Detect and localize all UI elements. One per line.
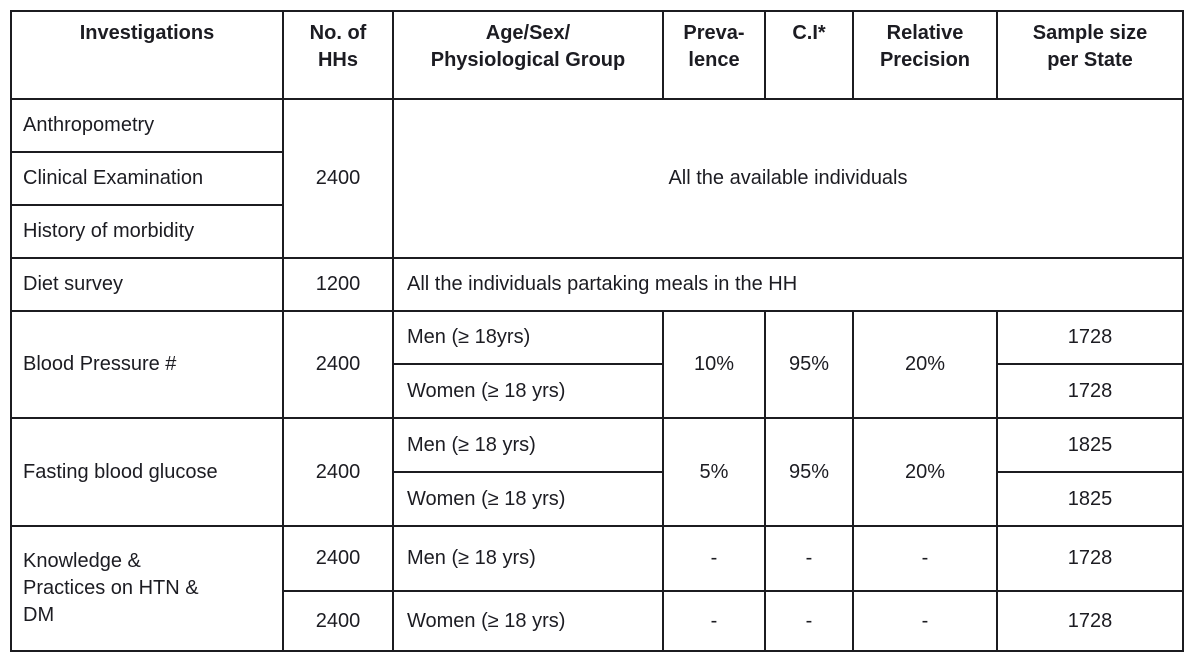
row-knowledge-practices-men: Knowledge & Practices on HTN & DM 2400 M… <box>10 525 1184 652</box>
cell-prevalence-kp-men: - <box>662 525 766 592</box>
cell-prevalence-fbg: 5% <box>662 417 766 527</box>
cell-note-all-available-individuals: All the available individuals <box>392 98 1184 259</box>
cell-note-diet-survey: All the individuals partaking meals in t… <box>392 257 1184 312</box>
cell-sample-bp-men: 1728 <box>996 310 1184 365</box>
cell-relative-precision-fbg: 20% <box>852 417 998 527</box>
cell-group-fbg-men: Men (≥ 18 yrs) <box>392 417 664 473</box>
row-fasting-glucose-men: Fasting blood glucose 2400 Men (≥ 18 yrs… <box>10 417 1184 527</box>
cell-group-bp-women: Women (≥ 18 yrs) <box>392 363 664 419</box>
cell-sample-bp-women: 1728 <box>996 363 1184 419</box>
cell-investigation-diet-survey: Diet survey <box>10 257 284 312</box>
row-blood-pressure-men: Blood Pressure # 2400 Men (≥ 18yrs) 10% … <box>10 310 1184 419</box>
row-clinical-examination: Clinical Examination <box>10 151 1183 206</box>
row-diet-survey: Diet survey 1200 All the individuals par… <box>10 257 1184 312</box>
row-blood-pressure-women: Women (≥ 18 yrs) 1728 <box>11 363 1184 419</box>
cell-sample-kp-women: 1728 <box>996 590 1184 652</box>
cell-ci-fbg: 95% <box>764 417 854 527</box>
cell-hhs-fasting-blood-glucose: 2400 <box>282 417 394 527</box>
cell-hhs-diet-survey: 1200 <box>282 257 394 312</box>
cell-prevalence-bp: 10% <box>662 310 766 419</box>
cell-hhs-kp-women: 2400 <box>282 590 394 652</box>
cell-group-kp-women: Women (≥ 18 yrs) <box>392 590 664 652</box>
cell-hhs-anthro-group: 2400 <box>282 98 394 259</box>
header-ci: C.I* <box>764 10 854 100</box>
cell-ci-kp-women: - <box>764 590 854 652</box>
cell-investigation-clinical-examination: Clinical Examination <box>10 151 284 206</box>
cell-group-kp-men: Men (≥ 18 yrs) <box>392 525 664 592</box>
row-anthropometry: Anthropometry 2400 All the available ind… <box>10 98 1184 259</box>
header-sample-size-per-state: Sample size per State <box>996 10 1184 100</box>
cell-relative-precision-kp-men: - <box>852 525 998 592</box>
cell-relative-precision-kp-women: - <box>852 590 998 652</box>
cell-hhs-blood-pressure: 2400 <box>282 310 394 419</box>
row-fasting-glucose-women: Women (≥ 18 yrs) 1825 <box>11 471 1184 527</box>
cell-investigation-knowledge-practices: Knowledge & Practices on HTN & DM <box>10 525 284 652</box>
cell-ci-bp: 95% <box>764 310 854 419</box>
cell-hhs-kp-men: 2400 <box>282 525 394 592</box>
cell-relative-precision-bp: 20% <box>852 310 998 419</box>
cell-sample-kp-men: 1728 <box>996 525 1184 592</box>
cell-investigation-anthropometry: Anthropometry <box>10 98 284 153</box>
header-relative-precision: Relative Precision <box>852 10 998 100</box>
cell-sample-fbg-men: 1825 <box>996 417 1184 473</box>
header-age-sex-group: Age/Sex/ Physiological Group <box>392 10 664 100</box>
cell-investigation-blood-pressure: Blood Pressure # <box>10 310 284 419</box>
cell-sample-fbg-women: 1825 <box>996 471 1184 527</box>
cell-prevalence-kp-women: - <box>662 590 766 652</box>
cell-investigation-history-of-morbidity: History of morbidity <box>10 204 284 259</box>
cell-group-fbg-women: Women (≥ 18 yrs) <box>392 471 664 527</box>
header-investigations: Investigations <box>10 10 284 100</box>
sampling-design-table: Investigations No. of HHs Age/Sex/ Physi… <box>10 10 1184 652</box>
row-knowledge-practices-women: 2400 Women (≥ 18 yrs) - - - 1728 <box>11 590 1184 652</box>
cell-group-bp-men: Men (≥ 18yrs) <box>392 310 664 365</box>
cell-ci-kp-men: - <box>764 525 854 592</box>
header-row: Investigations No. of HHs Age/Sex/ Physi… <box>10 10 1184 100</box>
header-prevalence: Preva- lence <box>662 10 766 100</box>
header-no-of-hhs: No. of HHs <box>282 10 394 100</box>
cell-investigation-fasting-blood-glucose: Fasting blood glucose <box>10 417 284 527</box>
row-history-of-morbidity: History of morbidity <box>10 204 1183 259</box>
